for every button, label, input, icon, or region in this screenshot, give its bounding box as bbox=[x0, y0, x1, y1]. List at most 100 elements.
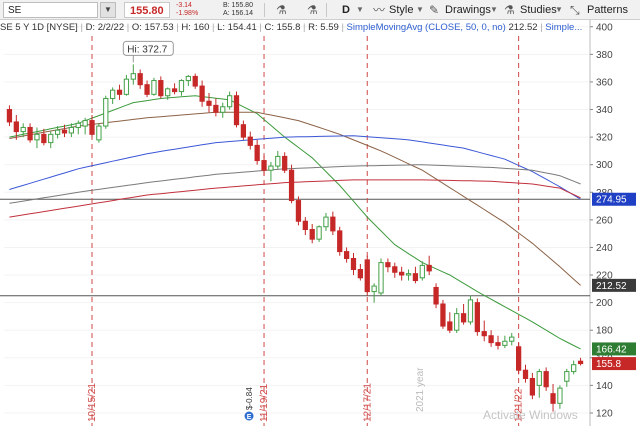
candle[interactable] bbox=[233, 91, 240, 128]
candle[interactable] bbox=[405, 269, 412, 281]
candle[interactable] bbox=[536, 368, 542, 398]
candle[interactable] bbox=[474, 298, 480, 336]
candle[interactable] bbox=[206, 92, 212, 113]
candle[interactable] bbox=[123, 75, 130, 96]
candle[interactable] bbox=[226, 91, 233, 110]
candle[interactable] bbox=[130, 64, 136, 85]
studies-menu-button[interactable]: Studies bbox=[520, 4, 557, 16]
drawings-icon[interactable]: ✎ bbox=[429, 3, 440, 17]
chevron-down-icon[interactable]: ▼ bbox=[490, 5, 498, 14]
candle[interactable] bbox=[350, 252, 357, 276]
candle[interactable] bbox=[440, 299, 446, 329]
chevron-down-icon[interactable]: ▼ bbox=[356, 5, 364, 14]
candle[interactable] bbox=[165, 87, 171, 100]
candle[interactable] bbox=[447, 312, 453, 333]
candle[interactable] bbox=[254, 139, 260, 165]
chevron-down-icon[interactable]: ▼ bbox=[555, 5, 563, 14]
candle[interactable] bbox=[364, 255, 370, 296]
candle[interactable] bbox=[392, 262, 398, 278]
candle[interactable] bbox=[495, 335, 501, 350]
chevron-down-icon[interactable]: ▼ bbox=[416, 5, 424, 14]
candle[interactable] bbox=[282, 152, 288, 173]
candle[interactable] bbox=[96, 123, 102, 143]
price-axis[interactable]: 1201401601802002202402602803003203403603… bbox=[590, 22, 613, 419]
candle[interactable] bbox=[75, 120, 81, 135]
candle[interactable] bbox=[302, 217, 308, 236]
candle[interactable] bbox=[522, 364, 529, 383]
aggregation-period-button[interactable]: D bbox=[342, 4, 350, 16]
candle[interactable] bbox=[192, 73, 198, 89]
candle[interactable] bbox=[543, 367, 549, 391]
candle[interactable] bbox=[240, 120, 247, 140]
candle[interactable] bbox=[110, 87, 116, 104]
flask-icon[interactable]: ⚗ bbox=[276, 3, 287, 17]
candle[interactable] bbox=[502, 335, 508, 349]
candle[interactable] bbox=[151, 77, 157, 96]
candle[interactable] bbox=[371, 283, 377, 303]
candle[interactable] bbox=[178, 79, 185, 96]
candle[interactable] bbox=[48, 131, 54, 149]
candle[interactable] bbox=[54, 126, 61, 139]
candle[interactable] bbox=[488, 330, 494, 347]
candle[interactable] bbox=[199, 80, 205, 107]
price-chart[interactable]: 10/15/21 11/19/21 12/17/21 1/21/22 2021 year… bbox=[0, 20, 640, 426]
candle[interactable] bbox=[412, 266, 419, 284]
candle[interactable] bbox=[577, 357, 584, 366]
candle[interactable] bbox=[385, 258, 391, 273]
candle[interactable] bbox=[295, 196, 302, 226]
candle[interactable] bbox=[467, 295, 474, 325]
candle[interactable] bbox=[34, 127, 40, 149]
candle[interactable] bbox=[213, 98, 219, 117]
candles[interactable] bbox=[6, 64, 584, 412]
candle[interactable] bbox=[509, 332, 515, 346]
study-name[interactable]: SimpleMovingAvg (CLOSE, 50, 0, no) bbox=[346, 22, 506, 33]
candle[interactable] bbox=[103, 95, 109, 129]
drawings-menu-button[interactable]: Drawings bbox=[445, 4, 491, 16]
candle[interactable] bbox=[316, 225, 322, 242]
patterns-icon[interactable]: ⤡ bbox=[570, 3, 580, 17]
candle[interactable] bbox=[571, 360, 577, 375]
candle[interactable] bbox=[247, 131, 253, 150]
candle[interactable] bbox=[343, 247, 350, 263]
flask-alt-icon[interactable]: ⚗ bbox=[307, 3, 318, 17]
candle[interactable] bbox=[357, 264, 364, 281]
candle[interactable] bbox=[399, 266, 405, 281]
style-menu-button[interactable]: Style bbox=[389, 4, 414, 16]
candle[interactable] bbox=[454, 308, 460, 333]
candle[interactable] bbox=[27, 123, 33, 143]
candle[interactable] bbox=[116, 84, 123, 100]
candle[interactable] bbox=[220, 102, 226, 118]
symbol-dropdown-button[interactable]: ▼ bbox=[100, 2, 116, 18]
candle[interactable] bbox=[261, 155, 267, 176]
earnings-icon[interactable] bbox=[244, 411, 254, 421]
candle[interactable] bbox=[288, 164, 295, 204]
style-icon[interactable]: 〰 bbox=[373, 3, 386, 17]
candle[interactable] bbox=[564, 368, 570, 387]
studies-icon[interactable]: ⚗ bbox=[504, 3, 515, 17]
patterns-menu-button[interactable]: Patterns bbox=[587, 4, 628, 16]
candle[interactable] bbox=[82, 117, 88, 135]
candle[interactable] bbox=[515, 342, 522, 375]
candle[interactable] bbox=[330, 211, 336, 236]
candle[interactable] bbox=[378, 258, 384, 296]
candle[interactable] bbox=[557, 385, 563, 409]
candle[interactable] bbox=[529, 372, 536, 400]
candle[interactable] bbox=[426, 255, 432, 276]
candle[interactable] bbox=[309, 224, 315, 244]
candle[interactable] bbox=[68, 123, 75, 138]
candle[interactable] bbox=[185, 75, 191, 87]
candle[interactable] bbox=[433, 283, 439, 309]
candle[interactable] bbox=[61, 124, 68, 138]
candle[interactable] bbox=[419, 261, 425, 281]
candle[interactable] bbox=[268, 161, 274, 182]
candle[interactable] bbox=[158, 76, 164, 99]
candle[interactable] bbox=[144, 80, 150, 98]
candle[interactable] bbox=[550, 384, 556, 412]
candle[interactable] bbox=[460, 304, 467, 325]
candle[interactable] bbox=[323, 212, 329, 231]
candle[interactable] bbox=[171, 83, 178, 95]
candle[interactable] bbox=[6, 105, 13, 127]
study-more[interactable]: Simple... bbox=[545, 22, 583, 33]
candle[interactable] bbox=[275, 150, 281, 169]
candle[interactable] bbox=[137, 69, 143, 89]
